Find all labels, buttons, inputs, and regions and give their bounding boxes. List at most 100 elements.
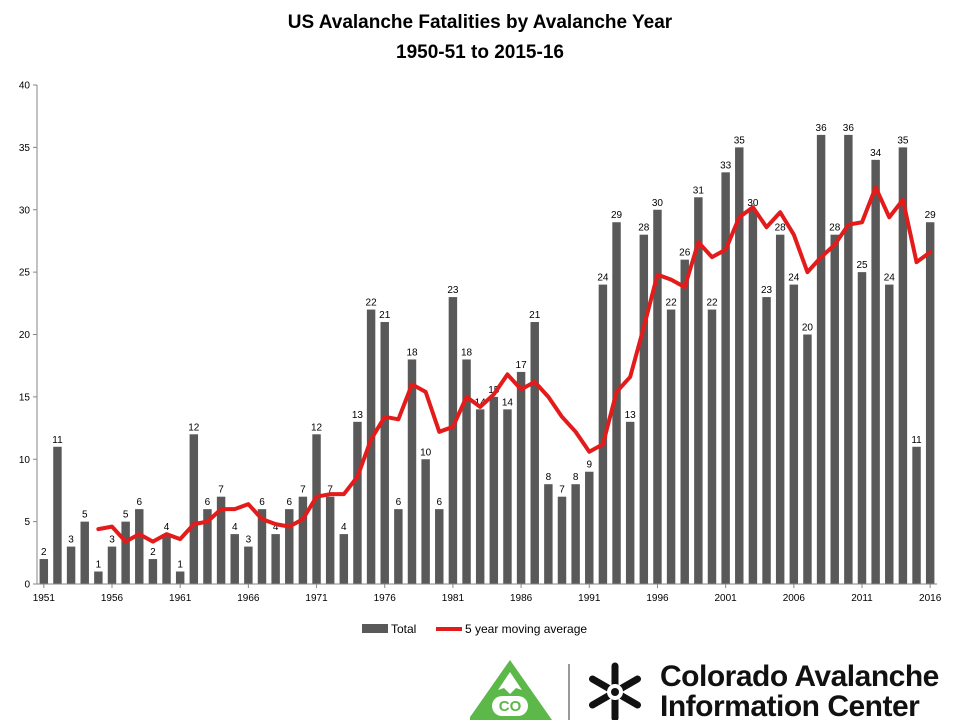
- bar: [175, 571, 185, 584]
- bar-value-label: 8: [573, 472, 579, 483]
- bar: [830, 234, 839, 584]
- bar: [598, 284, 608, 584]
- bar-value-label: 7: [218, 485, 224, 496]
- bar-value-label: 12: [311, 422, 323, 433]
- y-tick-label: 0: [24, 580, 30, 591]
- bar-value-label: 29: [611, 210, 623, 221]
- bar-value-label: 11: [911, 435, 922, 446]
- bar-value-label: 7: [300, 485, 306, 496]
- bar-value-label: 24: [884, 273, 896, 284]
- bar: [244, 546, 253, 584]
- bar: [380, 322, 389, 584]
- x-tick-label: 2006: [783, 593, 806, 604]
- x-tick-label: 1971: [305, 593, 328, 604]
- bar-value-label: 22: [666, 298, 678, 309]
- bar-value-label: 7: [327, 485, 333, 496]
- org-name-line2: Information Center: [660, 690, 920, 723]
- bar: [516, 371, 526, 584]
- bar: [885, 284, 894, 584]
- bar-value-label: 23: [761, 285, 773, 296]
- bar: [257, 509, 267, 584]
- bar: [503, 409, 512, 584]
- bar-value-label: 18: [461, 347, 473, 358]
- bar: [339, 534, 349, 584]
- bar-value-label: 31: [693, 185, 705, 196]
- bar-value-label: 28: [638, 223, 650, 234]
- bar-value-label: 4: [164, 522, 170, 533]
- bar-value-label: 12: [188, 422, 200, 433]
- bar: [285, 509, 294, 584]
- y-tick-label: 35: [19, 143, 31, 154]
- bar-value-label: 4: [273, 522, 279, 533]
- bar-value-label: 6: [396, 497, 402, 508]
- bar-value-label: 21: [529, 310, 541, 321]
- moving-average-line: [96, 185, 933, 544]
- bar-value-label: 21: [379, 310, 391, 321]
- x-tick-label: 1986: [510, 593, 533, 604]
- y-tick-label: 30: [19, 205, 31, 216]
- bar: [366, 309, 376, 584]
- legend: Total 5 year moving average: [362, 622, 587, 636]
- bar: [694, 197, 703, 584]
- bar-value-label: 5: [123, 510, 129, 521]
- bar-value-label: 35: [897, 135, 909, 146]
- caic-logo: CO Colorado Avalanche Information Center: [470, 652, 960, 723]
- bar: [39, 559, 49, 584]
- bar-value-label: 13: [625, 410, 637, 421]
- bar: [94, 571, 103, 584]
- bar-labels-layer: 2113513562411267436467127413222161810623…: [41, 123, 936, 571]
- bar: [816, 134, 826, 584]
- bar: [762, 297, 771, 584]
- bar: [912, 446, 921, 584]
- bar-value-label: 26: [679, 248, 691, 259]
- bar: [789, 284, 799, 584]
- logo-graphics: CO: [470, 660, 641, 720]
- bar-value-label: 15: [488, 385, 500, 396]
- bar-value-label: 22: [706, 298, 718, 309]
- bar-value-label: 22: [366, 298, 378, 309]
- bar: [271, 534, 280, 584]
- bar-value-label: 3: [109, 535, 115, 546]
- x-tick-label: 2001: [715, 593, 738, 604]
- x-tick-label: 1996: [646, 593, 669, 604]
- bar-value-label: 28: [829, 223, 841, 234]
- y-tick-label: 25: [19, 268, 31, 279]
- bar: [625, 421, 635, 584]
- bar-value-label: 2: [150, 547, 156, 558]
- x-tick-label: 1956: [101, 593, 124, 604]
- legend-label-moving-average: 5 year moving average: [465, 622, 587, 636]
- bar-value-label: 6: [286, 497, 292, 508]
- org-name-line1: Colorado Avalanche: [660, 660, 939, 693]
- bar-value-label: 36: [816, 123, 828, 134]
- bar-value-label: 1: [96, 560, 102, 571]
- bar: [448, 297, 458, 584]
- chart-title: US Avalanche Fatalities by Avalanche Yea…: [287, 12, 673, 33]
- bar: [803, 334, 812, 584]
- bar-value-label: 35: [734, 135, 746, 146]
- x-tick-label: 1991: [578, 593, 601, 604]
- bar-value-label: 9: [586, 460, 592, 471]
- bar: [735, 147, 744, 585]
- x-tick-label: 2011: [851, 593, 873, 604]
- x-tick-label: 1961: [169, 593, 192, 604]
- bar-value-label: 14: [502, 397, 514, 408]
- bar: [80, 521, 89, 585]
- bar: [844, 134, 853, 584]
- bar-value-label: 1: [177, 560, 183, 571]
- bar-value-label: 34: [870, 148, 882, 159]
- bar: [748, 209, 758, 584]
- bar-value-label: 3: [68, 535, 74, 546]
- y-tick-label: 10: [19, 455, 31, 466]
- bar: [107, 546, 117, 584]
- legend-label-total: Total: [391, 622, 416, 636]
- bar-value-label: 24: [597, 273, 609, 284]
- bar-value-label: 5: [82, 510, 88, 521]
- logo-divider: [568, 664, 570, 720]
- bar-value-label: 4: [232, 522, 238, 533]
- bar: [585, 471, 594, 584]
- bar-value-label: 11: [52, 435, 63, 446]
- bar: [544, 484, 553, 584]
- bar: [721, 172, 730, 584]
